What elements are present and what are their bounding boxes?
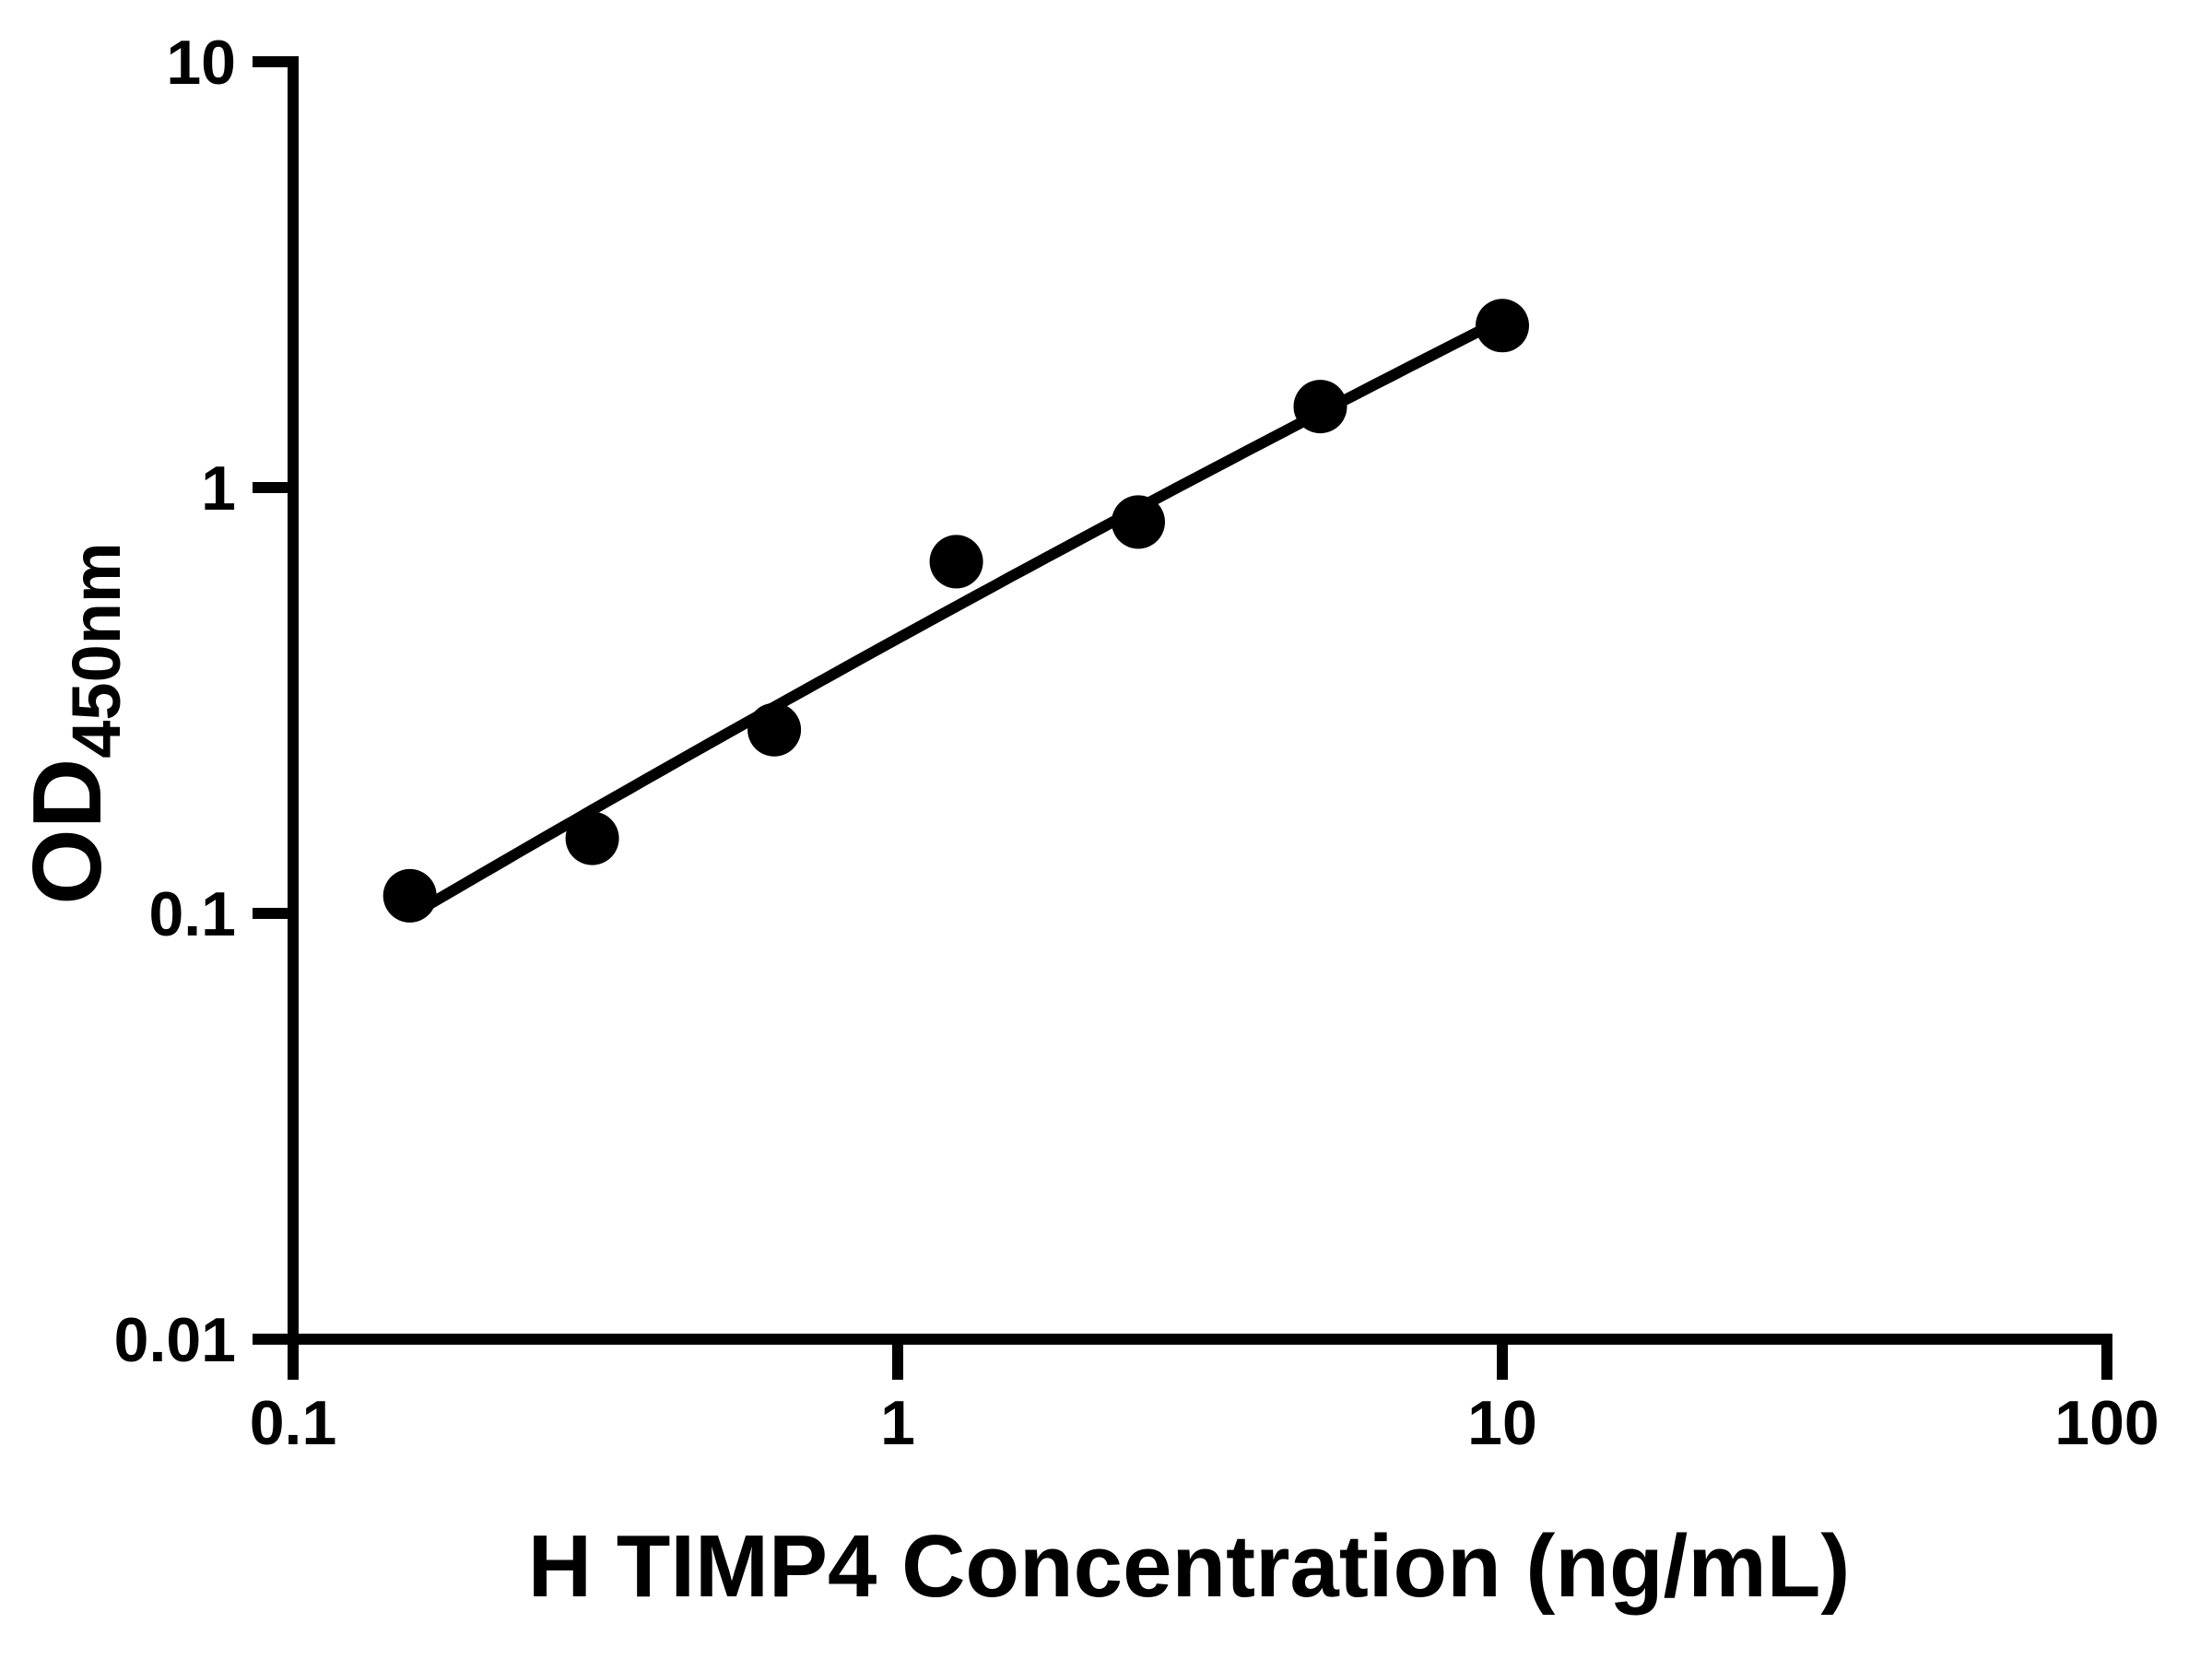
data-point: [1476, 299, 1529, 353]
x-tick-label: 100: [2054, 1388, 2159, 1458]
x-axis-title: H TIMP4 Concentration (ng/mL): [527, 1517, 1851, 1616]
y-axis-title-main: OD: [13, 758, 123, 905]
x-tick-label: 10: [1467, 1388, 1537, 1458]
data-point: [382, 868, 437, 923]
data-point: [929, 535, 983, 589]
y-axis-title: OD450nm: [12, 542, 135, 904]
y-tick-label: 1: [201, 453, 236, 524]
data-point: [1293, 380, 1347, 434]
y-tick-label: 0.01: [114, 1305, 236, 1375]
y-axis-title-subscript: 450nm: [57, 542, 135, 759]
y-tick-label: 0.1: [148, 879, 236, 949]
x-tick-label: 1: [880, 1388, 915, 1458]
y-tick-label: 10: [166, 28, 236, 98]
data-point: [565, 811, 619, 865]
x-tick-label: 0.1: [250, 1388, 337, 1458]
data-point: [1112, 495, 1165, 549]
data-point: [747, 702, 802, 757]
